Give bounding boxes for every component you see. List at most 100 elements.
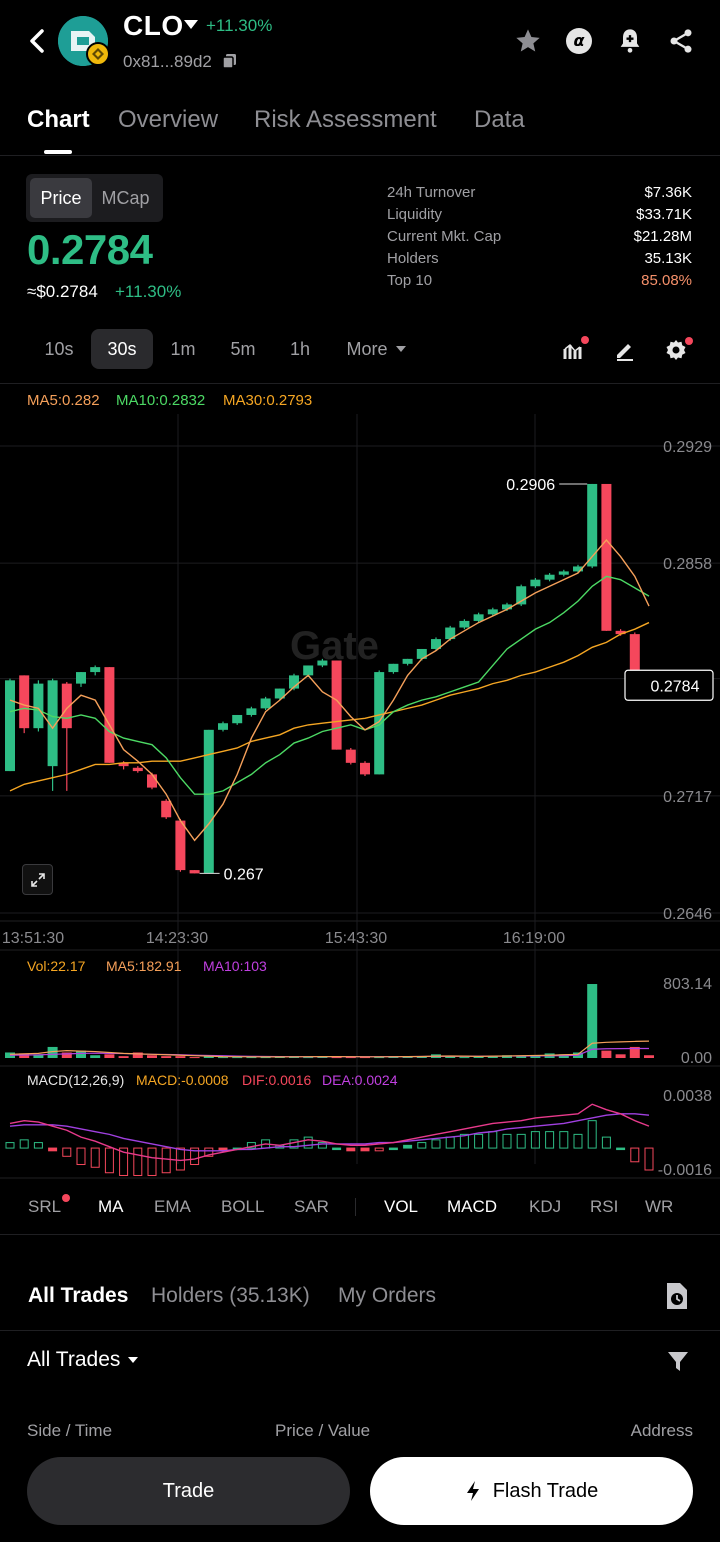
stat-label-mkt-cap: Current Mkt. Cap [387,228,502,245]
macd-histogram-bar [417,1142,427,1149]
back-icon[interactable] [22,24,52,58]
interval-more[interactable]: More [336,329,416,369]
volume-bar [331,1057,342,1059]
tab-holders[interactable]: Holders (35.13K) [151,1284,310,1307]
ma10-line [9,575,650,795]
volume-bar [161,1056,172,1058]
share-icon[interactable] [664,24,698,58]
candle-body [431,639,441,649]
notification-dot [685,337,693,345]
notification-dot [581,336,589,344]
candle-body [629,634,640,682]
indicator-vol[interactable]: VOL [384,1197,419,1216]
macd-histogram-bar [33,1142,43,1149]
interval-5m[interactable]: 5m [230,338,256,359]
chevron-down-icon [395,346,406,352]
indicator-rsi[interactable]: RSI [590,1197,619,1216]
candle-body [530,579,541,587]
tab-overview[interactable]: Overview [118,106,219,133]
interval-10s[interactable]: 10s [44,338,74,359]
candle-body [587,483,598,567]
volume-bar [530,1055,541,1058]
indicator-kdj[interactable]: KDJ [529,1197,562,1216]
x-tick-label: 13:51:30 [2,930,64,947]
macd-histogram-bar [119,1147,129,1176]
draw-pen-icon[interactable] [609,334,641,366]
volume-bar [104,1054,115,1058]
macd-histogram-bar [530,1131,540,1149]
trade-filter-select[interactable]: All Trades [27,1348,139,1372]
ma30-line [9,621,650,792]
vol-ma10-legend: MA10:103 [203,958,267,974]
volume-bar [260,1057,271,1059]
contract-address: 0x81...89d2 [123,52,212,71]
star-icon[interactable] [511,24,545,58]
stat-value-top10: 85.08% [641,272,692,289]
volume-bar [19,1053,30,1058]
candle-body [104,667,115,763]
price-toggle-button[interactable]: Price [30,178,92,218]
macd-histogram-bar [161,1147,171,1174]
x-tick-label: 15:43:30 [325,930,387,947]
candle-body [445,627,456,640]
filter-icon[interactable] [666,1349,690,1373]
volume-bar [76,1050,86,1058]
macd-histogram-bar [502,1133,512,1149]
indicator-sar[interactable]: SAR [294,1197,329,1216]
chevron-down-icon[interactable] [184,20,198,29]
candle-body [274,688,285,699]
candle-body [416,648,427,659]
indicator-boll[interactable]: BOLL [221,1197,265,1216]
interval-1m[interactable]: 1m [170,338,196,359]
indicator-wr[interactable]: WR [645,1197,674,1216]
stat-value-liquidity: $33.71K [636,206,692,223]
mcap-toggle-button[interactable]: MCap [101,187,150,208]
bell-add-icon[interactable] [613,24,647,58]
gear-icon[interactable] [660,334,693,366]
indicator-tool-icon[interactable] [558,334,590,366]
divider [355,1198,356,1216]
indicator-macd[interactable]: MACD [447,1197,498,1216]
macd-histogram-bar [133,1147,143,1176]
interval-30s[interactable]: 30s [91,329,153,369]
copy-icon[interactable] [222,53,238,69]
last-price-tag [624,669,714,701]
volume-bar [232,1057,243,1059]
tab-my-orders[interactable]: My Orders [338,1284,437,1307]
trade-button[interactable]: Trade [27,1457,350,1525]
y-tick-label: 0.2646 [663,906,712,923]
x-tick-label: 16:19:00 [503,930,565,947]
macd-histogram-bar [616,1147,626,1151]
stat-value-holders: 35.13K [644,250,692,267]
flash-trade-button[interactable]: Flash Trade [370,1457,693,1525]
tab-data[interactable]: Data [474,106,525,133]
volume-bar [615,1054,626,1058]
macd-histogram-bar [431,1139,441,1149]
expand-icon[interactable] [22,864,53,895]
alpha-icon[interactable]: α [562,24,596,58]
candle-body [90,667,101,673]
indicator-ema[interactable]: EMA [154,1197,191,1216]
macd-histogram-bar [104,1147,114,1174]
volume-bar [345,1057,356,1059]
last-price-label: 0.2784 [651,678,700,695]
candle-body [360,762,370,775]
interval-1h[interactable]: 1h [289,338,311,359]
macd-histogram-bar [76,1147,86,1166]
low-price-label: 0.267 [224,866,264,883]
indicator-ma[interactable]: MA [98,1197,124,1216]
tab-chart[interactable]: Chart [27,106,90,133]
volume-bar [246,1057,257,1059]
history-doc-icon[interactable] [664,1282,690,1310]
tab-risk-assessment[interactable]: Risk Assessment [254,106,437,133]
volume-max-label: 803.14 [663,976,712,993]
tab-all-trades[interactable]: All Trades [28,1284,129,1307]
macd-histogram-bar [374,1147,384,1152]
indicator-srl[interactable]: SRL [28,1197,62,1216]
tab-indicator [44,150,72,154]
volume-bar [587,984,598,1058]
token-symbol[interactable]: CLO [123,10,184,41]
col-price-value: Price / Value [275,1421,371,1440]
header: CLO +11.30% 0x81...89d2 α [0,0,720,90]
